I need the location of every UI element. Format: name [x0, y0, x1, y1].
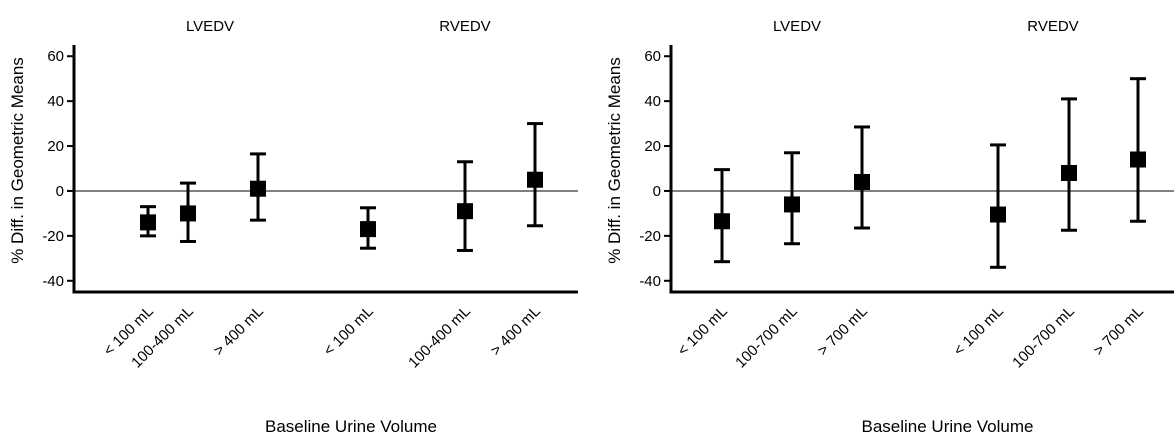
y-tick-label: -40	[639, 273, 661, 290]
x-category-label: < 100 mL	[674, 303, 731, 360]
group-title: RVEDV	[439, 18, 490, 35]
group-title: LVEDV	[186, 18, 234, 35]
group-title: RVEDV	[1027, 18, 1078, 35]
x-category-label: 100-400 mL	[405, 303, 474, 372]
group-title: LVEDV	[773, 18, 821, 35]
x-category-label: > 400 mL	[487, 303, 544, 360]
x-category-label: 100-700 mL	[732, 303, 801, 372]
y-tick-label: 40	[644, 93, 661, 110]
y-tick-label: 40	[47, 93, 64, 110]
y-axis-title: % Diff. in Geometric Means	[8, 57, 27, 264]
point-estimate-marker	[250, 180, 266, 197]
point-estimate-marker	[527, 171, 543, 188]
point-estimate-marker	[1130, 151, 1146, 168]
chart-panel-2: -40 -20 0 20 40 60 % Diff. in Geometric Means B…	[605, 18, 1174, 436]
y-tick-label: 60	[47, 48, 64, 65]
y-tick-label: -40	[42, 273, 64, 290]
point-estimate-marker	[990, 206, 1006, 223]
y-tick-label: 0	[653, 183, 661, 200]
x-category-label: < 100 mL	[950, 303, 1007, 360]
point-estimate-marker	[854, 173, 870, 190]
y-axis-title: % Diff. in Geometric Means	[605, 57, 624, 264]
y-tick-label: -20	[639, 228, 661, 245]
y-tick-label: 0	[56, 183, 64, 200]
point-estimate-marker	[457, 203, 473, 220]
point-estimate-marker	[1061, 164, 1077, 181]
x-axis-title: Baseline Urine Volume	[862, 417, 1034, 436]
x-axis-title: Baseline Urine Volume	[265, 417, 437, 436]
point-estimate-marker	[140, 214, 156, 231]
point-estimate-marker	[714, 213, 730, 230]
x-category-label: 100-700 mL	[1009, 303, 1078, 372]
x-category-label: > 700 mL	[1090, 303, 1147, 360]
point-estimate-marker	[180, 205, 196, 222]
x-category-label: > 700 mL	[814, 303, 871, 360]
x-category-label: > 400 mL	[210, 303, 267, 360]
point-estimate-marker	[360, 221, 376, 238]
y-tick-label: -20	[42, 228, 64, 245]
y-tick-label: 60	[644, 48, 661, 65]
y-tick-label: 20	[644, 138, 661, 155]
y-tick-label: 20	[47, 138, 64, 155]
point-estimate-marker	[784, 196, 800, 213]
x-category-label: < 100 mL	[320, 303, 377, 360]
chart-panel-1: -40 -20 0 20 40 60 % Diff. in Geometric Means B…	[8, 18, 578, 436]
